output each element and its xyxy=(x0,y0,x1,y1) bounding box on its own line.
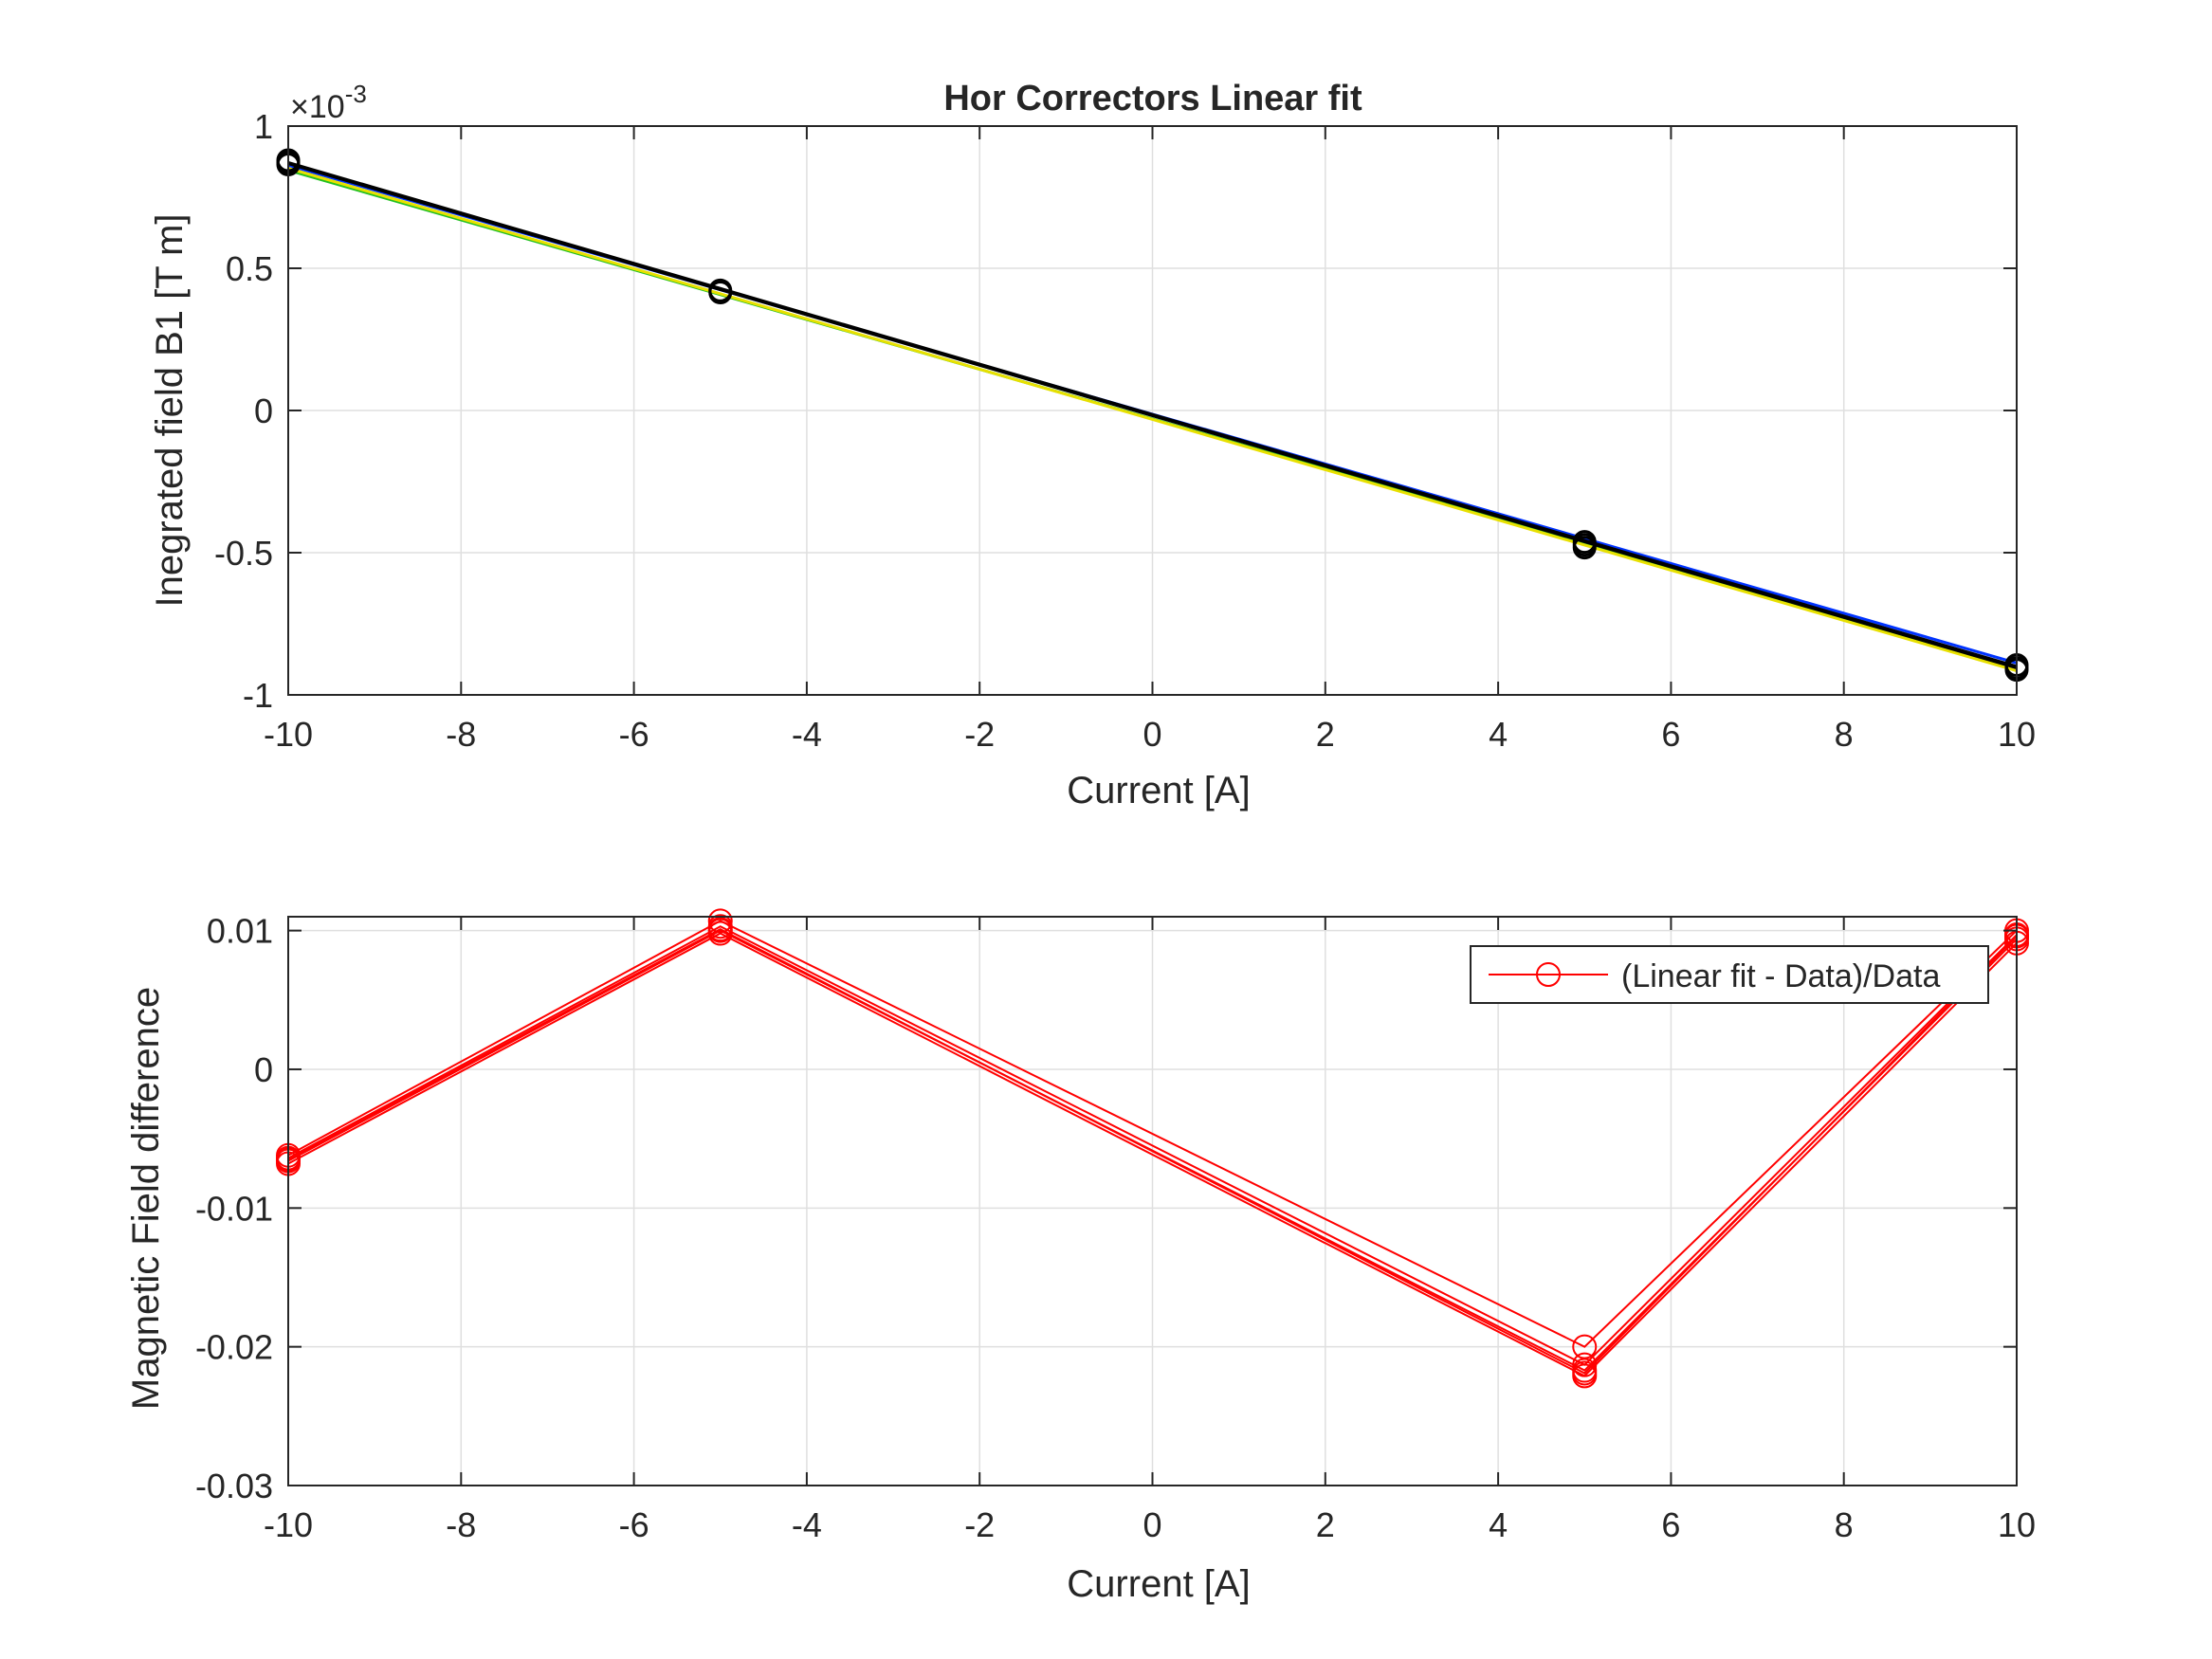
top-chart-title: Hor Correctors Linear fit xyxy=(943,79,1362,118)
x-tick-label: -10 xyxy=(264,1505,313,1544)
top-y-exponent-base: ×10 xyxy=(290,89,345,125)
data-point-marker xyxy=(1572,536,1597,560)
x-tick-label: -2 xyxy=(964,715,995,754)
y-tick-label: 0.5 xyxy=(226,249,273,288)
top-y-tick-labels: -1 -0.5 0 0.5 1 xyxy=(214,107,273,715)
x-tick-label: -8 xyxy=(446,715,476,754)
x-tick-label: -2 xyxy=(964,1505,995,1544)
fit-line xyxy=(287,166,2018,672)
top-y-axis-label: Inegrated field B1 [T m] xyxy=(149,213,191,607)
y-tick-label: -0.5 xyxy=(214,534,273,573)
y-tick-label: 0 xyxy=(254,392,273,430)
x-tick-label: -10 xyxy=(264,715,313,754)
data-point-marker xyxy=(708,278,733,302)
y-tick-label: -0.02 xyxy=(195,1328,273,1367)
residual-series-line xyxy=(287,928,2018,1375)
y-tick-label: -1 xyxy=(243,676,273,715)
x-tick-label: 8 xyxy=(1835,1505,1854,1544)
bottom-legend: (Linear fit - Data)/Data xyxy=(1470,945,1989,1004)
residual-point-marker xyxy=(707,908,733,934)
x-tick-label: -6 xyxy=(619,1505,649,1544)
fit-line xyxy=(287,160,2018,668)
x-tick-label: 2 xyxy=(1316,715,1335,754)
bottom-ticks xyxy=(287,917,2018,1486)
y-tick-label: -0.01 xyxy=(195,1189,273,1228)
residual-series-line xyxy=(287,920,2018,1348)
x-tick-label: 4 xyxy=(1489,715,1508,754)
top-y-exponent-label: ×10-3 xyxy=(290,80,367,125)
x-tick-label: 8 xyxy=(1835,715,1854,754)
top-y-exponent-power: -3 xyxy=(345,80,367,108)
x-tick-label: 2 xyxy=(1316,1505,1335,1544)
residual-series-line xyxy=(287,932,2018,1377)
y-tick-label: -0.03 xyxy=(195,1467,273,1505)
legend-marker-sample xyxy=(1536,962,1561,987)
x-tick-label: 10 xyxy=(1998,715,2036,754)
legend-label: (Linear fit - Data)/Data xyxy=(1621,958,1940,994)
bottom-panel: -10 -8 -6 -4 -2 0 2 4 6 8 10 -0.03-0.02-0.0100.01 … xyxy=(125,908,2036,1605)
y-tick-label: 0.01 xyxy=(207,912,273,951)
y-tick-label: 1 xyxy=(254,107,273,146)
top-series-layer xyxy=(276,148,2029,683)
x-tick-label: 6 xyxy=(1661,1505,1680,1544)
x-tick-label: -4 xyxy=(792,1505,822,1544)
x-tick-label: -8 xyxy=(446,1505,476,1544)
x-tick-label: 0 xyxy=(1143,1505,1161,1544)
x-tick-label: 4 xyxy=(1489,1505,1508,1544)
bottom-y-axis-label: Magnetic Field difference xyxy=(125,987,167,1410)
top-x-axis-label: Current [A] xyxy=(1067,770,1250,811)
bottom-x-axis-label: Current [A] xyxy=(1067,1563,1250,1605)
top-panel: -10 -8 -6 -4 -2 0 2 4 6 8 10 -1 -0.5 0 0.5 1 Hor Corre… xyxy=(149,79,2036,811)
bottom-x-tick-labels: -10 -8 -6 -4 -2 0 2 4 6 8 10 xyxy=(264,1505,2036,1544)
x-tick-label: 10 xyxy=(1998,1505,2036,1544)
residual-point-marker xyxy=(707,917,733,942)
y-tick-label: 0 xyxy=(254,1050,273,1089)
x-tick-label: -4 xyxy=(792,715,822,754)
x-tick-label: 6 xyxy=(1661,715,1680,754)
residual-point-marker xyxy=(1572,1360,1598,1386)
bottom-y-tick-labels: -0.03 -0.02 -0.01 0 0.01 xyxy=(195,912,273,1505)
residual-series-line xyxy=(287,925,2018,1366)
top-ticks xyxy=(287,125,2018,696)
x-tick-label: 0 xyxy=(1143,715,1161,754)
x-tick-label: -6 xyxy=(619,715,649,754)
top-x-tick-labels: -10 -8 -6 -4 -2 0 2 4 6 8 10 xyxy=(264,715,2036,754)
